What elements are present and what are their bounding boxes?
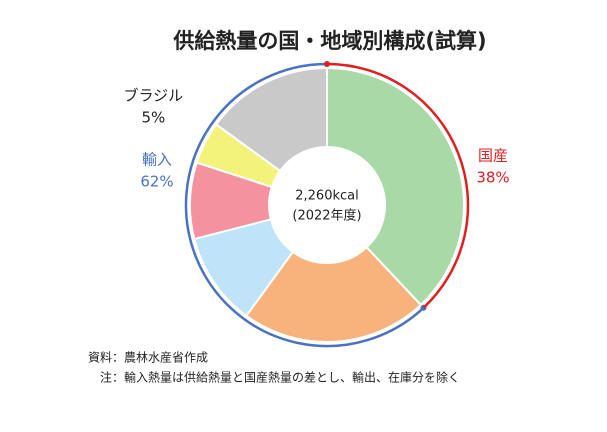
donut-segment — [245, 245, 423, 343]
donut-segment — [193, 218, 295, 318]
segment-label: ブラジル — [123, 86, 183, 104]
donut-segment — [214, 66, 328, 173]
note: 資料：農林水産省作成 — [88, 350, 208, 365]
center-text: (2022年度) — [292, 208, 361, 224]
chart-title: 供給熱量の国・地域別構成(試算) — [172, 29, 486, 53]
group-arc — [326, 62, 470, 309]
donut-segment — [326, 66, 465, 307]
donut-segment — [195, 123, 282, 189]
donut-segment — [189, 161, 274, 241]
group-label: 国産 — [478, 147, 508, 165]
center-text: 2,260kcal — [295, 189, 358, 204]
group-value: 38% — [476, 169, 509, 187]
group-value: 62% — [140, 173, 173, 191]
segment-value: 5% — [141, 108, 165, 126]
note: 注：輸入熱量は供給熱量と国産熱量の差とし、輸出、在庫分を除く — [100, 370, 460, 385]
group-arc — [184, 62, 425, 348]
group-label: 輸入 — [142, 151, 172, 169]
